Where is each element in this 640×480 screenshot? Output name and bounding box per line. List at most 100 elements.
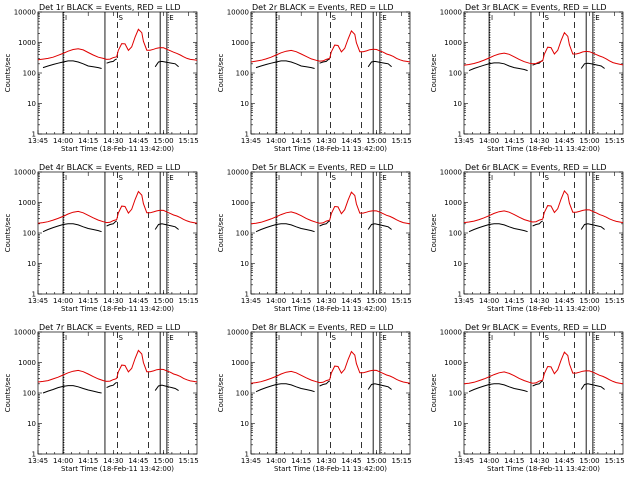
x-tick-label: 13:45 bbox=[241, 457, 261, 465]
x-tick-label: 14:45 bbox=[128, 457, 148, 465]
y-tick-label: 1000 bbox=[18, 199, 36, 207]
x-tick-label: 15:15 bbox=[605, 137, 625, 145]
events-series-line bbox=[468, 223, 528, 233]
marker-label: S bbox=[332, 14, 337, 22]
x-tick-label: 15:00 bbox=[579, 297, 599, 305]
y-tick-label: 10000 bbox=[440, 9, 462, 17]
y-tick-label: 10 bbox=[453, 420, 462, 428]
x-tick-label: 14:45 bbox=[341, 457, 361, 465]
marker-label: I bbox=[491, 14, 493, 22]
y-tick-label: 1 bbox=[458, 291, 462, 299]
panel-title: Det 5r BLACK = Events, RED = LLD bbox=[252, 163, 394, 172]
y-tick-label: 10000 bbox=[440, 169, 462, 177]
events-series-line bbox=[367, 383, 392, 390]
x-tick-label: 15:00 bbox=[366, 297, 386, 305]
x-tick-label: 14:00 bbox=[53, 137, 73, 145]
y-tick-label: 10 bbox=[240, 420, 249, 428]
x-tick-label: 14:00 bbox=[266, 457, 286, 465]
events-series-line bbox=[580, 383, 605, 390]
lld-series-line bbox=[37, 349, 198, 383]
y-axis-label: Counts/sec bbox=[217, 54, 225, 93]
x-tick-label: 15:15 bbox=[179, 457, 199, 465]
y-tick-label: 1000 bbox=[444, 39, 462, 47]
x-tick-label: 14:00 bbox=[266, 137, 286, 145]
lld-series-line bbox=[37, 28, 198, 61]
y-tick-label: 1000 bbox=[444, 359, 462, 367]
marker-label: E bbox=[595, 334, 599, 342]
x-tick-label: 15:15 bbox=[179, 137, 199, 145]
x-tick-label: 14:30 bbox=[103, 297, 123, 305]
panel-title: Det 2r BLACK = Events, RED = LLD bbox=[252, 3, 394, 12]
x-tick-label: 14:00 bbox=[479, 297, 499, 305]
y-tick-label: 1000 bbox=[18, 359, 36, 367]
events-series-line bbox=[42, 60, 102, 69]
x-tick-label: 14:00 bbox=[479, 457, 499, 465]
events-series-line bbox=[367, 60, 392, 68]
x-tick-label: 13:45 bbox=[454, 137, 474, 145]
x-tick-label: 14:30 bbox=[529, 457, 549, 465]
x-tick-label: 15:00 bbox=[153, 137, 173, 145]
marker-label: E bbox=[169, 174, 173, 182]
lld-series-line bbox=[37, 190, 198, 224]
x-axis-label: Start Time (18-Feb-11 13:42:00) bbox=[274, 145, 387, 153]
panel-title: Det 7r BLACK = Events, RED = LLD bbox=[39, 323, 181, 332]
x-tick-label: 15:00 bbox=[153, 457, 173, 465]
events-series-line bbox=[532, 220, 543, 227]
y-tick-label: 10 bbox=[27, 420, 36, 428]
y-tick-label: 1000 bbox=[231, 199, 249, 207]
y-tick-label: 10000 bbox=[14, 329, 36, 337]
detector-panel-7: Det 7r BLACK = Events, RED = LLD 1 10 100 10… bbox=[4, 323, 199, 473]
marker-label: E bbox=[169, 14, 173, 22]
marker-label: E bbox=[382, 334, 386, 342]
x-tick-label: 14:45 bbox=[554, 297, 574, 305]
detector-panel-1: Det 1r BLACK = Events, RED = LLD 1 10 100 10… bbox=[4, 3, 199, 153]
y-tick-label: 10 bbox=[27, 100, 36, 108]
detector-panel-2: Det 2r BLACK = Events, RED = LLD 1 10 100 10… bbox=[217, 3, 412, 153]
panel-title: Det 4r BLACK = Events, RED = LLD bbox=[39, 163, 181, 172]
marker-label: E bbox=[595, 14, 599, 22]
marker-label: E bbox=[382, 14, 386, 22]
detector-panel-6: Det 6r BLACK = Events, RED = LLD 1 10 100 10… bbox=[430, 163, 625, 313]
x-tick-label: 15:15 bbox=[392, 137, 412, 145]
events-series-line bbox=[106, 220, 117, 227]
x-tick-label: 14:30 bbox=[316, 457, 336, 465]
events-series-line bbox=[580, 62, 605, 69]
y-tick-label: 100 bbox=[449, 230, 462, 238]
x-tick-label: 15:15 bbox=[605, 297, 625, 305]
marker-label: S bbox=[545, 334, 550, 342]
marker-label: S bbox=[119, 174, 124, 182]
x-tick-label: 14:00 bbox=[479, 137, 499, 145]
y-tick-label: 1 bbox=[32, 291, 36, 299]
y-tick-label: 1 bbox=[458, 451, 462, 459]
y-tick-label: 10 bbox=[453, 260, 462, 268]
x-tick-label: 13:45 bbox=[28, 137, 48, 145]
x-tick-label: 15:15 bbox=[392, 297, 412, 305]
x-tick-label: 14:45 bbox=[341, 137, 361, 145]
y-tick-label: 10000 bbox=[440, 329, 462, 337]
y-tick-label: 10 bbox=[453, 100, 462, 108]
y-tick-label: 100 bbox=[23, 390, 36, 398]
x-tick-label: 14:30 bbox=[529, 137, 549, 145]
marker-label: I bbox=[278, 334, 280, 342]
detector-panel-8: Det 8r BLACK = Events, RED = LLD 1 10 100 10… bbox=[217, 323, 412, 473]
y-tick-label: 1 bbox=[245, 131, 249, 139]
y-axis-label: Counts/sec bbox=[217, 214, 225, 253]
x-tick-label: 14:15 bbox=[78, 137, 98, 145]
x-tick-label: 14:30 bbox=[529, 297, 549, 305]
marker-label: S bbox=[332, 334, 337, 342]
y-tick-label: 1 bbox=[458, 131, 462, 139]
detector-panel-5: Det 5r BLACK = Events, RED = LLD 1 10 100 10… bbox=[217, 163, 412, 313]
events-series-line bbox=[367, 223, 392, 230]
y-tick-label: 10000 bbox=[227, 329, 249, 337]
events-series-line bbox=[154, 384, 179, 392]
x-tick-label: 15:15 bbox=[605, 457, 625, 465]
events-series-line bbox=[255, 60, 315, 69]
x-tick-label: 14:00 bbox=[266, 297, 286, 305]
x-axis-label: Start Time (18-Feb-11 13:42:00) bbox=[487, 145, 600, 153]
x-tick-label: 14:00 bbox=[53, 457, 73, 465]
x-tick-label: 15:00 bbox=[366, 137, 386, 145]
x-tick-label: 14:15 bbox=[504, 457, 524, 465]
x-tick-label: 15:15 bbox=[179, 297, 199, 305]
detector-panel-3: Det 3r BLACK = Events, RED = LLD 1 10 100 10… bbox=[430, 3, 625, 153]
